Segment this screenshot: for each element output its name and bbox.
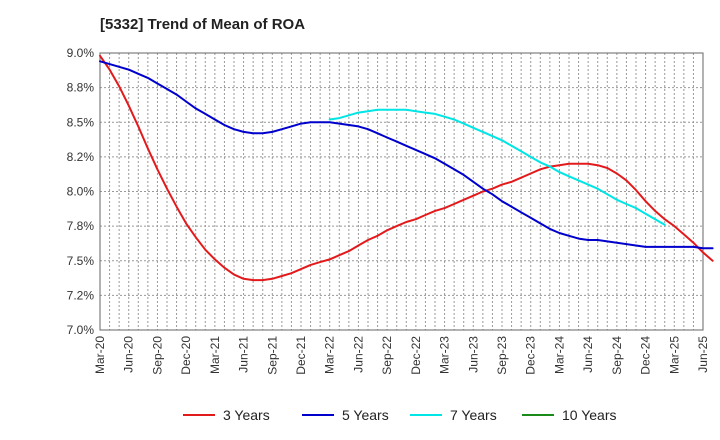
y-tick-label: 8.2% — [67, 150, 95, 164]
x-tick-label: Sep-23 — [495, 336, 509, 375]
x-tick-label: Sep-24 — [610, 336, 624, 375]
chart-title: [5332] Trend of Mean of ROA — [100, 16, 305, 33]
x-tick-label: Mar-23 — [438, 336, 452, 374]
series-line-5-years — [99, 60, 714, 250]
x-tick-label: Mar-24 — [552, 336, 566, 374]
x-tick-label: Jun-22 — [351, 336, 365, 373]
x-tick-label: Sep-20 — [150, 336, 164, 375]
x-tick-label: Sep-22 — [380, 336, 394, 375]
y-tick-label: 7.5% — [67, 254, 95, 268]
legend-label: 5 Years — [342, 407, 389, 423]
y-tick-label: 8.8% — [67, 81, 95, 95]
legend: 3 Years 5 Years 7 Years 10 Years — [183, 407, 617, 423]
x-tick-label: Dec-24 — [639, 336, 653, 375]
x-tick-label: Jun-25 — [696, 336, 710, 373]
axes — [99, 52, 704, 331]
x-tick-label: Mar-20 — [93, 336, 107, 374]
y-tick-label: 9.0% — [67, 46, 95, 60]
x-tick-label: Jun-21 — [237, 336, 251, 373]
x-tick-label: Dec-21 — [294, 336, 308, 375]
x-tick-label: Dec-20 — [179, 336, 193, 375]
y-tick-label: 8.5% — [67, 115, 95, 129]
legend-label: 7 Years — [450, 407, 497, 423]
series-lines — [99, 54, 714, 282]
legend-label: 10 Years — [562, 407, 617, 423]
y-tick-label: 7.0% — [67, 323, 95, 337]
x-tick-label: Dec-23 — [524, 336, 538, 375]
plot-border — [99, 52, 704, 331]
series-line-7-years — [328, 108, 666, 226]
series-line-3-years — [99, 54, 714, 282]
x-axis-tick-labels: Mar-20 Jun-20 Sep-20 Dec-20 Mar-21 Jun-21 Sep-… — [93, 336, 710, 375]
y-tick-label: 7.2% — [67, 288, 95, 302]
legend-label: 3 Years — [223, 407, 270, 423]
x-tick-label: Jun-20 — [122, 336, 136, 373]
x-tick-label: Dec-22 — [409, 336, 423, 375]
y-tick-label: 8.0% — [67, 185, 95, 199]
x-tick-label: Mar-25 — [667, 336, 681, 374]
x-tick-label: Sep-21 — [265, 336, 279, 375]
y-axis-tick-labels: 7.0% 7.2% 7.5% 7.8% 8.0% 8.2% 8.5% 8.8% 9.0% — [67, 46, 95, 337]
x-tick-label: Mar-21 — [208, 336, 222, 374]
x-tick-label: Jun-23 — [466, 336, 480, 373]
x-tick-label: Mar-22 — [323, 336, 337, 374]
y-tick-label: 7.8% — [67, 219, 95, 233]
x-tick-label: Jun-24 — [581, 336, 595, 373]
